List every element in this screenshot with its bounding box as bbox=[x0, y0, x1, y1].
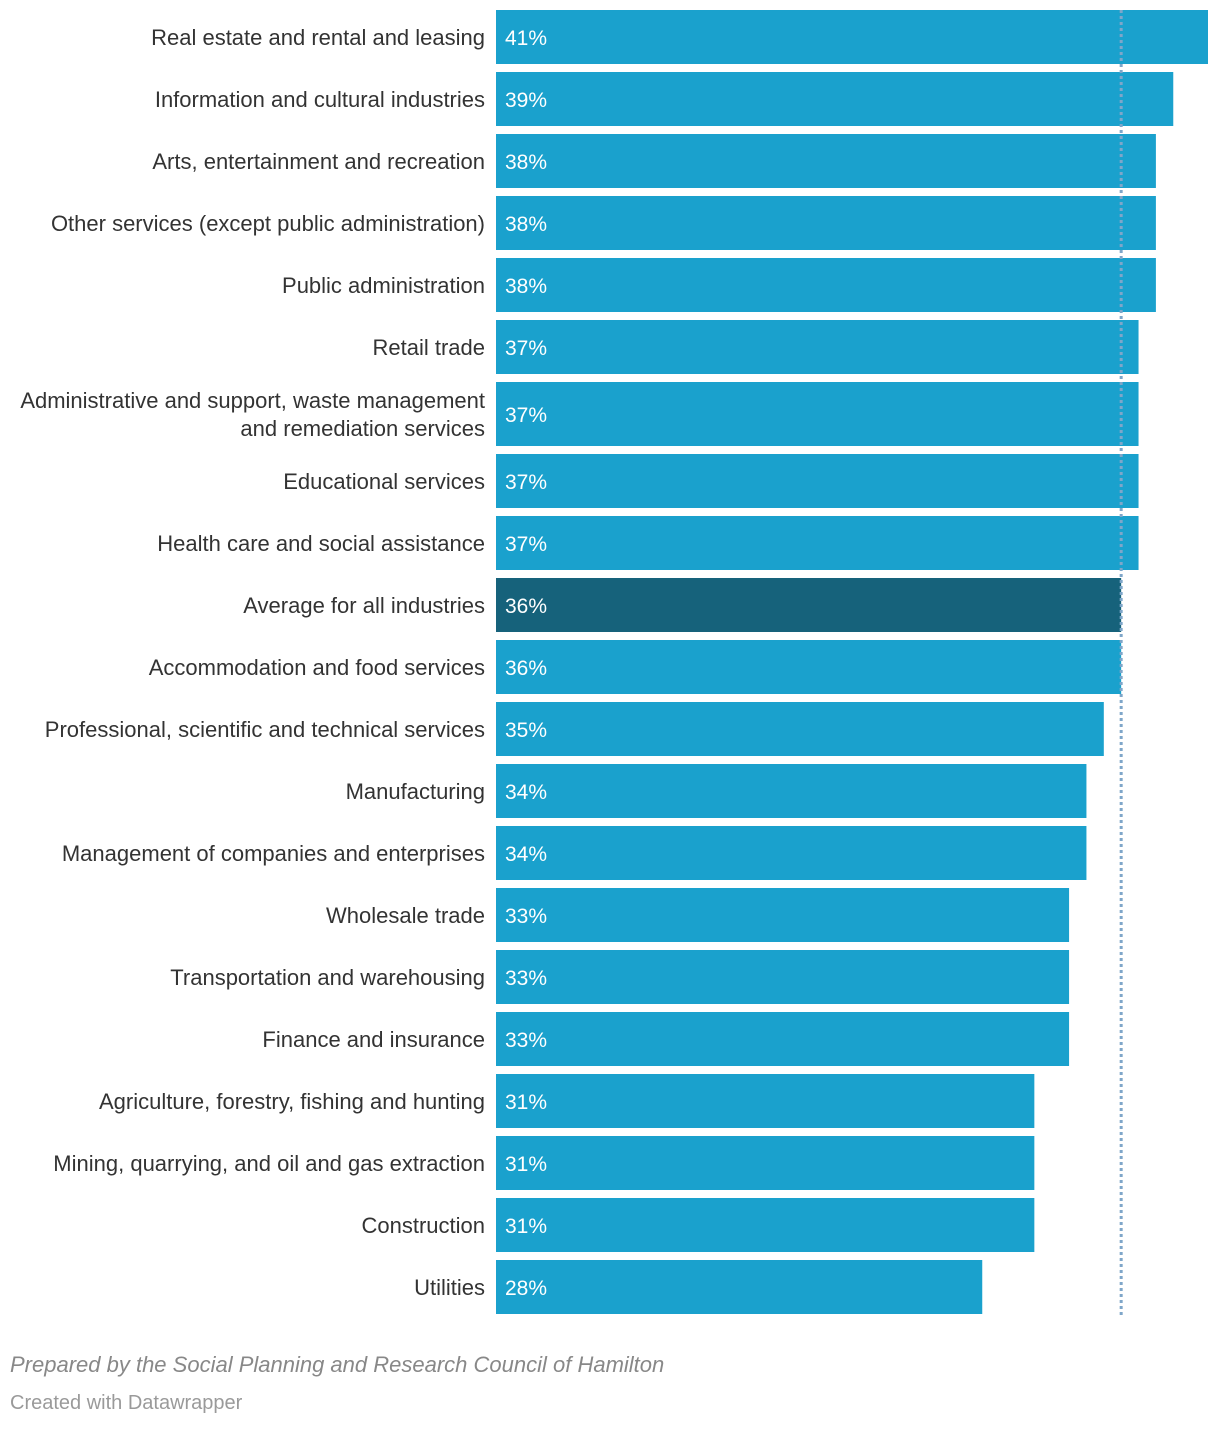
value-label: 36% bbox=[505, 657, 547, 680]
value-label: 37% bbox=[505, 471, 547, 494]
value-label: 28% bbox=[505, 1277, 547, 1300]
bars bbox=[496, 10, 1208, 1314]
category-label-line: Transportation and warehousing bbox=[170, 965, 485, 990]
bar-highlight bbox=[496, 578, 1122, 632]
category-label-line: Other services (except public administra… bbox=[51, 211, 485, 236]
bar bbox=[496, 382, 1139, 446]
category-label: Mining, quarrying, and oil and gas extra… bbox=[53, 1151, 485, 1176]
category-label-line: Wholesale trade bbox=[326, 903, 485, 928]
category-labels: Real estate and rental and leasing Inform… bbox=[20, 25, 485, 1300]
chart-notes: Prepared by the Social Planning and Rese… bbox=[10, 1352, 665, 1377]
value-label: 39% bbox=[505, 89, 547, 112]
category-label: Health care and social assistance bbox=[157, 531, 485, 556]
value-label: 31% bbox=[505, 1153, 547, 1176]
category-label: Administrative and support, waste manage… bbox=[20, 388, 485, 441]
value-label: 31% bbox=[505, 1091, 547, 1114]
category-label-line: Public administration bbox=[282, 273, 485, 298]
value-label: 33% bbox=[505, 967, 547, 990]
category-label: Accommodation and food services bbox=[149, 655, 485, 680]
value-label: 34% bbox=[505, 843, 547, 866]
value-labels: 41% 39% 38% 38% 38% 37% 37% 37% 37% 36% 36% 35% 34% 3… bbox=[505, 27, 547, 1300]
bar-chart: Real estate and rental and leasing Inform… bbox=[20, 10, 1208, 1316]
value-label: 37% bbox=[505, 404, 547, 427]
value-label: 34% bbox=[505, 781, 547, 804]
category-label: Agriculture, forestry, fishing and hunti… bbox=[99, 1089, 485, 1114]
category-label-line: Information and cultural industries bbox=[155, 87, 485, 112]
bar bbox=[496, 826, 1087, 880]
category-label: Utilities bbox=[414, 1275, 485, 1300]
bar bbox=[496, 640, 1122, 694]
datawrapper-credit: Created with Datawrapper bbox=[10, 1392, 243, 1414]
category-label: Average for all industries bbox=[243, 593, 485, 618]
bar bbox=[496, 950, 1070, 1004]
value-label: 31% bbox=[505, 1215, 547, 1238]
bar bbox=[496, 134, 1156, 188]
category-label-line: Construction bbox=[361, 1213, 485, 1238]
bar bbox=[496, 196, 1156, 250]
category-label: Wholesale trade bbox=[326, 903, 485, 928]
category-label-line: Utilities bbox=[414, 1275, 485, 1300]
category-label-line: Retail trade bbox=[372, 335, 485, 360]
category-label-line: Administrative and support, waste manage… bbox=[20, 388, 485, 413]
category-label-line: Educational services bbox=[283, 469, 485, 494]
category-label-line: Agriculture, forestry, fishing and hunti… bbox=[99, 1089, 485, 1114]
category-label-line: Health care and social assistance bbox=[157, 531, 485, 556]
value-label: 37% bbox=[505, 533, 547, 556]
bar bbox=[496, 1260, 983, 1314]
bar bbox=[496, 516, 1139, 570]
value-label: 35% bbox=[505, 719, 547, 742]
bar bbox=[496, 1136, 1035, 1190]
value-label: 37% bbox=[505, 337, 547, 360]
value-label: 38% bbox=[505, 151, 547, 174]
category-label: Public administration bbox=[282, 273, 485, 298]
value-label: 33% bbox=[505, 905, 547, 928]
category-label-line: and remediation services bbox=[240, 416, 485, 441]
category-label-line: Manufacturing bbox=[346, 779, 485, 804]
category-label-line: Finance and insurance bbox=[262, 1027, 485, 1052]
category-label: Construction bbox=[361, 1213, 485, 1238]
category-label: Transportation and warehousing bbox=[170, 965, 485, 990]
bar bbox=[496, 1074, 1035, 1128]
category-label: Information and cultural industries bbox=[155, 87, 485, 112]
category-label: Finance and insurance bbox=[262, 1027, 485, 1052]
bar bbox=[496, 764, 1087, 818]
category-label-line: Real estate and rental and leasing bbox=[151, 25, 485, 50]
category-label: Professional, scientific and technical s… bbox=[45, 717, 485, 742]
category-label: Real estate and rental and leasing bbox=[151, 25, 485, 50]
bar bbox=[496, 702, 1104, 756]
value-label: 38% bbox=[505, 275, 547, 298]
category-label: Management of companies and enterprises bbox=[62, 841, 485, 866]
category-label-line: Accommodation and food services bbox=[149, 655, 485, 680]
bar bbox=[496, 320, 1139, 374]
value-label: 41% bbox=[505, 27, 547, 50]
chart-canvas: Real estate and rental and leasing Inform… bbox=[20, 10, 1208, 1316]
bar bbox=[496, 1198, 1035, 1252]
bar bbox=[496, 454, 1139, 508]
bar bbox=[496, 72, 1174, 126]
category-label: Retail trade bbox=[372, 335, 485, 360]
category-label-line: Average for all industries bbox=[243, 593, 485, 618]
bar bbox=[496, 888, 1070, 942]
bar bbox=[496, 10, 1208, 64]
category-label: Educational services bbox=[283, 469, 485, 494]
category-label-line: Professional, scientific and technical s… bbox=[45, 717, 485, 742]
category-label-line: Arts, entertainment and recreation bbox=[152, 149, 485, 174]
bar bbox=[496, 1012, 1070, 1066]
category-label: Manufacturing bbox=[346, 779, 485, 804]
value-label: 36% bbox=[505, 595, 547, 618]
value-label: 33% bbox=[505, 1029, 547, 1052]
category-label: Other services (except public administra… bbox=[51, 211, 485, 236]
value-label: 38% bbox=[505, 213, 547, 236]
category-label-line: Mining, quarrying, and oil and gas extra… bbox=[53, 1151, 485, 1176]
bar bbox=[496, 258, 1156, 312]
category-label-line: Management of companies and enterprises bbox=[62, 841, 485, 866]
category-label: Arts, entertainment and recreation bbox=[152, 149, 485, 174]
